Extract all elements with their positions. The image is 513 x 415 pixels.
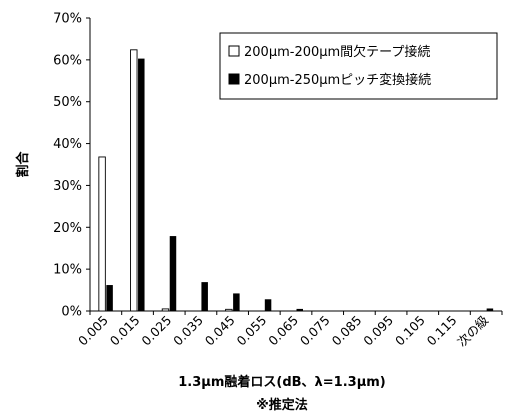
x-tick-label: 0.075	[297, 313, 333, 349]
y-tick-label: 40%	[53, 137, 82, 152]
legend-label: 200μm-200μm間欠テープ接続	[244, 44, 430, 60]
bar	[106, 285, 113, 311]
x-tick-label: 0.015	[107, 313, 143, 349]
y-tick-label: 30%	[53, 179, 82, 194]
bar	[486, 308, 494, 311]
x-tick-label: 0.045	[202, 313, 238, 349]
bar	[296, 308, 303, 311]
y-tick-label: 0%	[61, 305, 82, 320]
x-tick-label: 0.105	[392, 313, 428, 349]
legend-swatch	[228, 73, 240, 85]
bar	[98, 156, 106, 312]
x-axis-title: 1.3μm融着ロス(dB、λ=1.3μm)	[178, 374, 386, 390]
y-tick-label: 70%	[53, 12, 82, 27]
bar	[161, 308, 170, 312]
x-tick-label: 次の級	[454, 312, 491, 349]
bar	[233, 293, 240, 311]
x-tick-label: 0.065	[265, 313, 301, 349]
y-tick-label: 60%	[53, 53, 82, 68]
x-tick-label: 0.085	[329, 313, 365, 349]
x-tick-label: 0.035	[170, 313, 206, 349]
y-axis-title-group: 割合	[15, 151, 31, 178]
y-tick-label: 50%	[53, 95, 82, 110]
legend: 200μm-200μm間欠テープ接続 200μm-250μmピッチ変換接続	[219, 32, 498, 100]
bar	[138, 58, 145, 312]
y-tick-label: 20%	[53, 221, 82, 236]
x-tick-label: 0.055	[234, 313, 270, 349]
legend-box	[219, 32, 498, 100]
bar	[264, 299, 272, 311]
bar	[225, 308, 233, 312]
y-axis-title: 割合	[15, 151, 31, 178]
legend-swatch	[228, 45, 240, 57]
x-tick-label: 0.115	[424, 313, 460, 349]
legend-label: 200μm-250μmピッチ変換接続	[244, 72, 431, 88]
x-tick-label: 0.025	[138, 313, 174, 349]
bar	[169, 236, 177, 311]
y-tick-label: 10%	[53, 263, 82, 278]
x-axis-note: ※推定法	[256, 397, 308, 413]
bar	[201, 282, 208, 311]
bar	[130, 49, 138, 312]
x-tick-label: 0.095	[360, 313, 396, 349]
